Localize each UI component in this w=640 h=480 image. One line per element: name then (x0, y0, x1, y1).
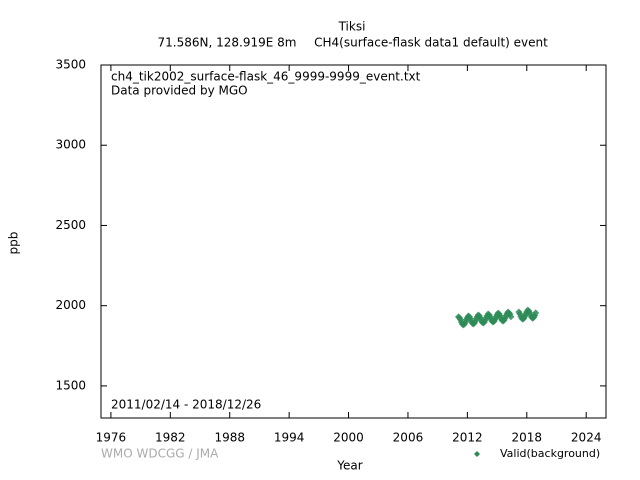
x-tick-label: 2024 (571, 431, 602, 445)
y-tick-label: 3000 (55, 138, 86, 152)
x-tick-label: 2012 (452, 431, 483, 445)
annotation: 2011/02/14 - 2018/12/26 (111, 398, 261, 412)
y-tick-label: 2000 (55, 298, 86, 312)
x-tick-label: 2006 (393, 431, 424, 445)
x-tick-label: 1994 (274, 431, 305, 445)
annotation: ch4_tik2002_surface-flask_46_9999-9999_e… (111, 70, 421, 84)
x-tick-label: 1982 (155, 431, 186, 445)
x-axis-label: Year (336, 459, 362, 473)
x-tick-label: 1976 (96, 431, 127, 445)
y-tick-label: 3500 (55, 58, 86, 72)
credit: WMO WDCGG / JMA (101, 447, 219, 461)
chart-subtitle: CH4(surface-flask data1 default) event (314, 36, 548, 50)
plot-frame (100, 64, 607, 419)
y-axis-label: ppb (7, 232, 21, 255)
x-tick-label: 2000 (333, 431, 364, 445)
y-tick-label: 1500 (55, 378, 86, 392)
chart-subtitle: 71.586N, 128.919E 8m (158, 36, 297, 50)
point (532, 309, 540, 317)
legend-label: Valid(background) (500, 447, 600, 460)
point (507, 313, 515, 321)
chart-title: Tiksi (338, 20, 366, 34)
legend-marker (474, 451, 480, 457)
x-tick-label: 1988 (214, 431, 245, 445)
x-tick-label: 2018 (512, 431, 543, 445)
annotation: Data provided by MGO (111, 84, 248, 98)
y-tick-label: 2500 (55, 218, 86, 232)
